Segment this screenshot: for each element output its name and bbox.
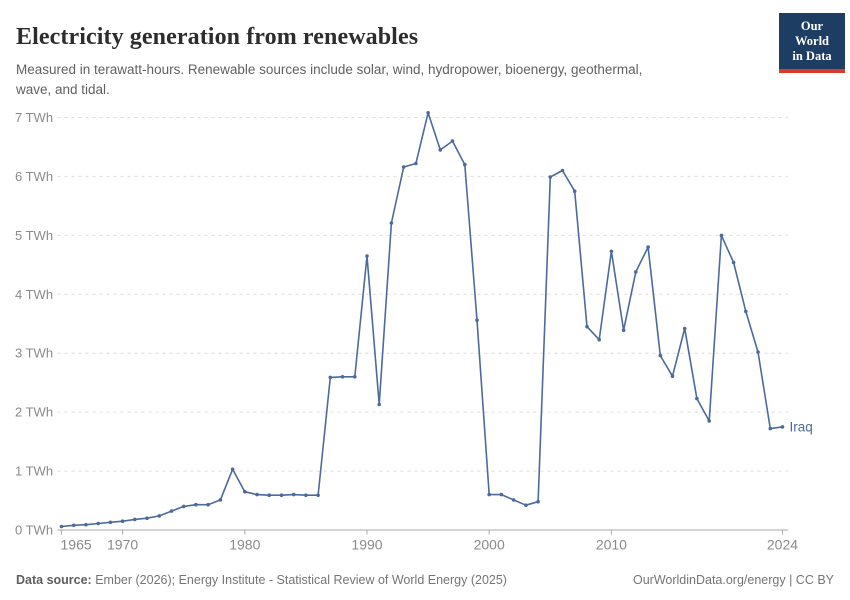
data-point-marker <box>585 324 589 329</box>
chart-header: Electricity generation from renewables M… <box>0 0 850 99</box>
data-point-marker <box>634 270 638 274</box>
owid-logo-line-2: in Data <box>792 49 832 63</box>
data-point-marker <box>71 523 76 528</box>
data-point-marker <box>218 498 223 502</box>
data-source-label: Data source: <box>16 573 92 587</box>
data-point-marker <box>316 493 320 498</box>
data-point-marker <box>670 374 675 379</box>
data-point-marker <box>572 189 577 193</box>
x-tick-label: 1990 <box>351 537 382 553</box>
data-point-marker <box>597 337 601 342</box>
data-point-marker <box>181 504 186 509</box>
y-axis-labels: 0 TWh 1 TWh 2 TWh 3 TWh 4 TWh 5 TWh 6 TWh 7 TWh <box>15 110 53 538</box>
chart-subtitle: Measured in terawatt-hours. Renewable so… <box>16 60 726 99</box>
data-point-marker <box>96 521 100 526</box>
data-point-marker <box>426 111 430 115</box>
data-point-marker <box>621 328 626 333</box>
data-point-marker <box>731 260 736 265</box>
data-point-marker <box>487 492 492 497</box>
data-point-marker <box>511 498 516 502</box>
data-point-marker <box>230 467 235 472</box>
data-point-marker <box>756 350 760 354</box>
data-point-marker <box>536 499 540 504</box>
y-tick-label: 1 TWh <box>15 464 53 479</box>
data-point-marker <box>120 519 125 523</box>
data-point-marker <box>450 139 455 143</box>
y-tick-label: 7 TWh <box>15 110 53 125</box>
series-line-iraq[interactable] <box>60 112 784 528</box>
data-point-marker <box>255 492 259 497</box>
data-point-marker <box>499 492 504 497</box>
data-point-marker <box>279 493 284 498</box>
data-point-marker <box>780 425 785 429</box>
data-point-marker <box>59 524 64 529</box>
data-point-marker <box>145 516 149 520</box>
data-point-marker <box>304 493 308 498</box>
y-tick-label: 4 TWh <box>15 287 53 302</box>
data-point-marker <box>377 402 382 407</box>
x-tick-label: 2000 <box>474 537 505 553</box>
data-point-marker <box>267 493 272 498</box>
data-point-marker <box>353 375 357 379</box>
data-point-marker <box>768 426 773 431</box>
owid-license-link[interactable]: OurWorldinData.org/energy | CC BY <box>632 573 834 587</box>
y-tick-label: 3 TWh <box>15 346 53 361</box>
x-tick-label: 2024 <box>767 537 798 553</box>
data-point-marker <box>169 509 174 513</box>
data-point-marker <box>340 375 345 379</box>
data-point-marker <box>401 165 406 169</box>
y-tick-label: 5 TWh <box>15 228 53 243</box>
subtitle-line-2: wave, and tidal. <box>16 81 110 97</box>
x-axis-ticks: 1965 1970 1980 1990 2000 2010 2024 <box>61 530 798 553</box>
data-point-marker <box>438 148 443 152</box>
data-point-marker <box>206 502 210 507</box>
data-point-marker <box>84 522 88 527</box>
x-tick-label: 1970 <box>107 537 138 553</box>
subtitle-line-1: Measured in terawatt-hours. Renewable so… <box>16 62 643 77</box>
owid-logo[interactable]: Our World in Data <box>779 13 845 73</box>
data-source-text: Ember (2026); Energy Institute - Statist… <box>91 573 507 587</box>
data-point-marker <box>328 375 333 380</box>
data-point-marker <box>463 162 467 167</box>
data-point-marker <box>194 502 198 507</box>
y-tick-label: 6 TWh <box>15 169 53 184</box>
x-tick-label: 1965 <box>61 537 92 553</box>
data-point-marker <box>646 245 650 249</box>
data-point-marker <box>524 503 528 508</box>
data-point-marker <box>548 175 553 179</box>
data-point-marker <box>609 249 614 254</box>
data-point-marker <box>365 254 369 258</box>
data-point-marker <box>108 520 113 525</box>
y-tick-label: 2 TWh <box>15 405 53 420</box>
data-point-marker <box>719 233 724 238</box>
owid-logo-line-1: Our World <box>794 19 830 48</box>
series-markers-iraq <box>59 111 785 529</box>
series-label-iraq[interactable]: Iraq <box>789 419 812 434</box>
data-point-marker <box>389 221 394 225</box>
chart-footer: Data source: Ember (2026); Energy Instit… <box>16 573 834 587</box>
page-title: Electricity generation from renewables <box>16 24 419 50</box>
y-tick-label: 0 TWh <box>15 523 53 538</box>
data-point-marker <box>291 492 296 497</box>
x-tick-label: 1980 <box>229 537 260 553</box>
data-point-marker <box>744 309 748 314</box>
data-point-marker <box>695 396 699 401</box>
data-point-marker <box>133 517 137 522</box>
data-point-marker <box>560 168 565 173</box>
data-point-marker <box>682 326 687 331</box>
data-point-marker <box>658 353 663 358</box>
x-tick-label: 2010 <box>596 537 627 553</box>
data-point-marker <box>243 489 247 494</box>
data-point-marker <box>157 514 162 518</box>
y-gridlines <box>57 116 788 531</box>
data-point-marker <box>707 419 711 423</box>
data-point-marker <box>414 161 418 166</box>
data-source-note: Data source: Ember (2026); Energy Instit… <box>16 573 507 587</box>
data-point-marker <box>475 318 479 323</box>
